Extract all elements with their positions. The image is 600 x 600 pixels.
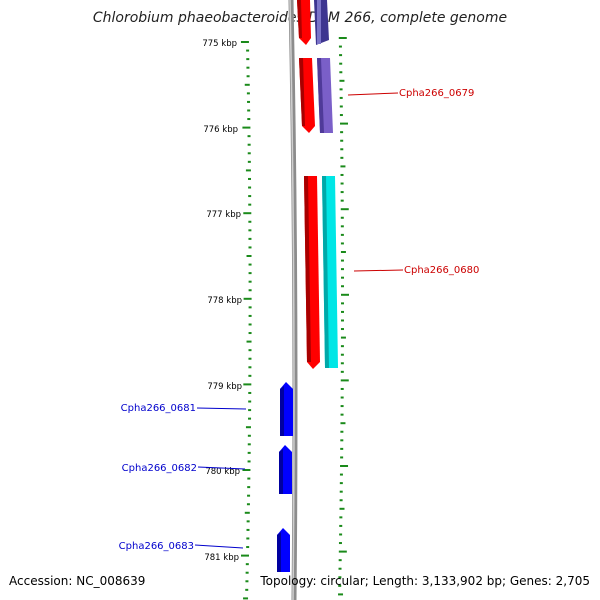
ruler-label: 776 kbp — [203, 125, 238, 135]
label-leader-line — [196, 407, 247, 410]
gene-feature-0680[interactable] — [304, 176, 320, 369]
ruler-ticks-left — [240, 41, 252, 600]
gene-label-0682[interactable]: Cpha266_0682 — [122, 463, 197, 474]
ruler-label: 777 kbp — [206, 210, 241, 220]
gene-feature-0682[interactable] — [279, 445, 292, 494]
label-leader-line — [353, 269, 404, 272]
ruler-label: 779 kbp — [207, 382, 242, 392]
ruler-label: 781 kbp — [204, 553, 239, 563]
gene-feature-top-red[interactable] — [297, 0, 311, 45]
gene-label-0683[interactable]: Cpha266_0683 — [119, 541, 194, 552]
topology-text: Topology: circular; Length: 3,133,902 bp… — [260, 574, 590, 588]
gene-label-0681[interactable]: Cpha266_0681 — [121, 403, 196, 414]
cds-feature-top-dark[interactable] — [314, 0, 329, 45]
gene-labels: Cpha266_0679 Cpha266_0680 Cpha266_0681 C… — [119, 88, 480, 552]
gene-feature-0683[interactable] — [277, 528, 290, 572]
ruler-label: 780 kbp — [205, 467, 240, 477]
cds-feature-0679[interactable] — [317, 58, 333, 133]
gene-feature-0681[interactable] — [280, 382, 293, 436]
label-leader-line — [194, 544, 244, 549]
genome-backbone — [288, 0, 298, 600]
ruler-labels: 775 kbp 776 kbp 777 kbp 778 kbp 779 kbp … — [202, 39, 242, 563]
ruler-label: 775 kbp — [202, 39, 237, 49]
gene-feature-0679[interactable] — [299, 58, 315, 133]
gene-label-0679[interactable]: Cpha266_0679 — [399, 88, 474, 99]
cds-feature-0680[interactable] — [322, 176, 338, 368]
ruler-label: 778 kbp — [207, 296, 242, 306]
ruler-ticks-right — [338, 37, 349, 596]
label-leader-line — [197, 466, 246, 470]
genome-backbone-highlight — [289, 0, 295, 600]
accession-text: Accession: NC_008639 — [9, 574, 146, 588]
label-leader-line — [347, 92, 399, 96]
gene-label-0680[interactable]: Cpha266_0680 — [404, 265, 479, 276]
